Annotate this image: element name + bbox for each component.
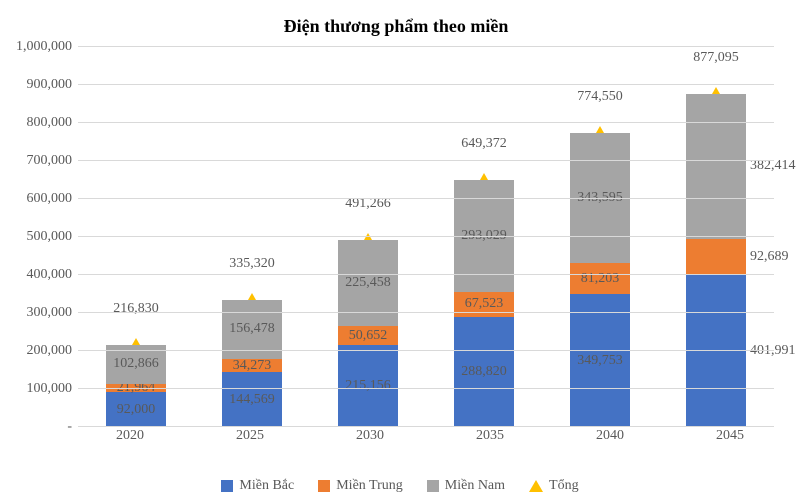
y-tick-label: 900,000 — [27, 77, 73, 93]
chart-title: Điện thương phẩm theo miền — [8, 16, 784, 37]
bar-slot: 649,372288,82067,523293,029 — [426, 47, 542, 427]
total-value-label: 216,830 — [113, 301, 159, 317]
y-tick-label: 300,000 — [27, 305, 73, 321]
segment-value-label: 34,273 — [233, 358, 272, 374]
bar-segment-mien_trung: 67,523 — [454, 292, 514, 318]
grid-line: 500,000 — [78, 236, 774, 237]
x-tick-label: 2040 — [550, 428, 670, 444]
y-tick-label: 400,000 — [27, 267, 73, 283]
bar-slot: 774,550349,75381,203343,595 — [542, 47, 658, 427]
bar-slot: 216,830 92,00021,964102,866 — [78, 47, 194, 427]
y-tick-label: 200,000 — [27, 343, 73, 359]
grid-line: 1,000,000 — [78, 46, 774, 47]
grid-line: 200,000 — [78, 350, 774, 351]
bar-segment-mien_nam: 382,414 — [686, 94, 746, 239]
segment-value-label: 144,569 — [229, 392, 275, 408]
segment-value-label: 50,652 — [349, 328, 388, 344]
bar-segment-mien_trung: 34,273 — [222, 359, 282, 372]
legend-item-mien_bac: Miền Bắc — [221, 478, 294, 494]
y-tick-label: 600,000 — [27, 191, 73, 207]
bar-slot: 877,095 401,99192,689382,414 — [658, 47, 774, 427]
stacked-bar: 288,82067,523293,029 — [454, 180, 514, 427]
bar-segment-mien_nam: 225,458 — [338, 240, 398, 326]
grid-line: - — [78, 426, 774, 427]
segment-value-label: 349,753 — [577, 353, 623, 369]
legend-swatch-icon — [318, 480, 330, 492]
bar-segment-mien_trung: 81,203 — [570, 263, 630, 294]
stacked-bar: 215,156 50,652 225,458 — [338, 240, 398, 427]
segment-value-label: 92,689 — [750, 249, 789, 265]
legend-triangle-icon — [529, 480, 543, 492]
y-tick-label: 1,000,000 — [16, 39, 72, 55]
x-tick-label: 2030 — [310, 428, 430, 444]
y-tick-label: 800,000 — [27, 115, 73, 131]
bar-slot: 491,266215,15650,652225,458 — [310, 47, 426, 427]
y-tick-label: 100,000 — [27, 381, 73, 397]
total-value-label: 649,372 — [461, 136, 507, 152]
x-axis-labels: 202020252030203520402045 — [70, 428, 790, 444]
stacked-bar: 144,569 34,273 156,478 — [222, 300, 282, 427]
legend-label: Tổng — [549, 478, 579, 494]
legend-item-mien_nam: Miền Nam — [427, 478, 505, 494]
bar-segment-mien_trung: 92,689 — [686, 239, 746, 274]
bar-segment-mien_trung: 50,652 — [338, 326, 398, 345]
total-value-label: 877,095 — [693, 50, 739, 66]
bar-slot: 335,320 144,569 34,273 156,478 — [194, 47, 310, 427]
chart-container: Điện thương phẩm theo miền 216,830 92,000… — [0, 0, 800, 500]
legend-swatch-icon — [427, 480, 439, 492]
plot-area: 216,830 92,00021,964102,866 335,320 144,569… — [78, 47, 774, 427]
x-tick-label: 2020 — [70, 428, 190, 444]
legend-item-total: Tổng — [529, 478, 579, 494]
segment-value-label: 92,000 — [117, 402, 156, 418]
total-value-label: 774,550 — [577, 89, 623, 105]
grid-line: 700,000 — [78, 160, 774, 161]
legend-item-mien_trung: Miền Trung — [318, 478, 403, 494]
grid-line: 300,000 — [78, 312, 774, 313]
legend-label: Miền Bắc — [239, 478, 294, 494]
segment-value-label: 288,820 — [461, 364, 507, 380]
bars-group: 216,830 92,00021,964102,866 335,320 144,569… — [78, 47, 774, 427]
total-value-label: 335,320 — [229, 256, 275, 272]
x-tick-label: 2035 — [430, 428, 550, 444]
segment-value-label: 156,478 — [229, 321, 275, 337]
segment-value-label: 67,523 — [465, 296, 504, 312]
bar-segment-mien_bac: 215,156 — [338, 345, 398, 427]
stacked-bar: 401,99192,689382,414 — [686, 94, 746, 427]
legend-label: Miền Nam — [445, 478, 505, 494]
segment-value-label: 215,156 — [345, 378, 391, 394]
grid-line: 400,000 — [78, 274, 774, 275]
legend-swatch-icon — [221, 480, 233, 492]
grid-line: 800,000 — [78, 122, 774, 123]
grid-line: 900,000 — [78, 84, 774, 85]
stacked-bar: 92,00021,964102,866 — [106, 345, 166, 427]
grid-line: 600,000 — [78, 198, 774, 199]
bar-segment-mien_bac: 288,820 — [454, 317, 514, 427]
bar-segment-mien_bac: 92,000 — [106, 392, 166, 427]
bar-segment-mien_bac: 349,753 — [570, 294, 630, 427]
segment-value-label: 102,866 — [113, 356, 159, 372]
legend: Miền Bắc Miền Trung Miền Nam Tổng — [0, 478, 800, 494]
bar-segment-mien_bac: 144,569 — [222, 372, 282, 427]
grid-line: 100,000 — [78, 388, 774, 389]
x-tick-label: 2025 — [190, 428, 310, 444]
legend-label: Miền Trung — [336, 478, 403, 494]
y-tick-label: 500,000 — [27, 229, 73, 245]
x-tick-label: 2045 — [670, 428, 790, 444]
y-tick-label: 700,000 — [27, 153, 73, 169]
stacked-bar: 349,75381,203343,595 — [570, 133, 630, 427]
segment-value-label: 225,458 — [345, 275, 391, 291]
